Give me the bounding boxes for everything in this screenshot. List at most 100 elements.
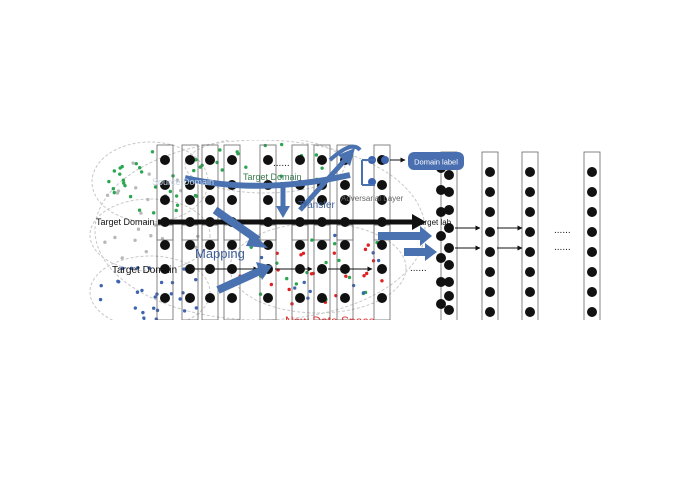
network-node-right bbox=[485, 167, 495, 177]
network-node bbox=[295, 240, 305, 250]
block-arrow-lower bbox=[404, 243, 437, 261]
network-node bbox=[377, 180, 387, 190]
network-node-right bbox=[587, 187, 597, 197]
scatter-point-green bbox=[279, 174, 283, 178]
scatter-point-blue bbox=[140, 288, 144, 293]
network-node-right bbox=[525, 187, 535, 197]
scatter-point-green bbox=[347, 275, 352, 280]
scatter-point-blue bbox=[169, 292, 174, 296]
scatter-point-blue bbox=[141, 310, 145, 315]
network-node bbox=[263, 293, 273, 303]
network-node bbox=[340, 293, 350, 303]
network-node bbox=[377, 240, 387, 250]
large-outer-ellipse bbox=[94, 140, 426, 320]
network-node-right bbox=[444, 187, 454, 197]
network-node-right bbox=[587, 287, 597, 297]
ellipsis-right: ...... bbox=[554, 225, 571, 236]
network-node bbox=[295, 155, 305, 165]
network-node bbox=[160, 264, 170, 274]
network-node-right bbox=[444, 170, 454, 180]
scatter-point-blue bbox=[182, 309, 187, 313]
network-node bbox=[377, 195, 387, 205]
network-node-right bbox=[587, 307, 597, 317]
scatter-point-red bbox=[366, 243, 370, 247]
scatter-point-gray bbox=[113, 235, 117, 240]
scatter-point-red bbox=[362, 274, 366, 278]
scatter-point-blue bbox=[293, 286, 297, 290]
scatter-point-red bbox=[301, 251, 306, 255]
scatter-point-blue bbox=[170, 280, 175, 285]
network-nodes bbox=[160, 155, 597, 317]
network-node-right bbox=[444, 260, 454, 270]
scatter-point-gray bbox=[131, 161, 135, 165]
network-node-right bbox=[436, 207, 446, 217]
network-node-right bbox=[587, 167, 597, 177]
scatter-point-gray bbox=[144, 249, 148, 254]
scatter-point-gray bbox=[133, 238, 137, 242]
scatter-point-red bbox=[364, 271, 369, 276]
scatter-point-green bbox=[220, 168, 224, 172]
scatter-point-gray bbox=[136, 227, 141, 231]
scatter-point-blue bbox=[194, 306, 199, 310]
scatter-point-gray bbox=[134, 186, 138, 190]
scatter-point-blue bbox=[154, 317, 159, 320]
network-node-right bbox=[444, 223, 454, 233]
scatter-point-green bbox=[244, 165, 248, 169]
scatter-point-green bbox=[174, 194, 179, 198]
target-label-text: Target lab bbox=[416, 218, 452, 227]
blue-arrow-curve bbox=[328, 144, 362, 162]
scatter-point-gray bbox=[139, 211, 143, 215]
adversarial-bracket bbox=[361, 159, 375, 186]
scatter-point-green bbox=[175, 203, 180, 207]
network-node-right bbox=[485, 227, 495, 237]
scatter-point-green bbox=[150, 150, 155, 154]
scatter-point-green bbox=[332, 242, 337, 246]
scatter-point-blue bbox=[116, 279, 120, 283]
scatter-point-gray bbox=[175, 178, 180, 182]
network-node-right bbox=[525, 207, 535, 217]
scatter-point-red bbox=[380, 279, 384, 283]
scatter-point-red bbox=[363, 247, 368, 252]
network-node bbox=[317, 195, 327, 205]
scatter-point-blue bbox=[333, 233, 337, 238]
scatter-point-blue bbox=[147, 266, 151, 270]
network-node bbox=[185, 240, 195, 250]
scatter-point-green bbox=[139, 170, 144, 174]
ellipsis-right-2: ...... bbox=[554, 242, 571, 253]
scatter-point-blue bbox=[259, 255, 264, 260]
network-node-right bbox=[525, 267, 535, 277]
network-node bbox=[340, 240, 350, 250]
network-node bbox=[227, 240, 237, 250]
scatter-point-green bbox=[137, 208, 142, 212]
scatter-point-blue bbox=[371, 251, 375, 255]
scatter-point-green bbox=[310, 238, 314, 242]
adversarial-node bbox=[381, 156, 389, 164]
network-column-right bbox=[583, 151, 601, 320]
scatter-point-green bbox=[294, 282, 299, 286]
scatter-point-green bbox=[218, 148, 222, 152]
scatter-point-green bbox=[192, 168, 196, 173]
scatter-point-green bbox=[138, 166, 142, 170]
network-node bbox=[160, 180, 170, 190]
scatter-point-red bbox=[269, 282, 274, 287]
scatter-point-blue bbox=[151, 306, 156, 310]
network-node-right bbox=[485, 307, 495, 317]
scatter-point-green bbox=[236, 152, 240, 156]
network-column-right bbox=[521, 151, 539, 320]
network-node bbox=[205, 293, 215, 303]
network-node-right bbox=[525, 307, 535, 317]
mapping-label: Mapping bbox=[195, 246, 245, 261]
network-node bbox=[185, 195, 195, 205]
network-node-right bbox=[436, 299, 446, 309]
scatter-point-green bbox=[174, 208, 178, 213]
scatter-point-green bbox=[120, 164, 124, 169]
scatter-point-red bbox=[287, 287, 291, 292]
scatter-point-green bbox=[314, 153, 319, 157]
block-arrow-upper bbox=[378, 226, 432, 246]
scatter-point-blue bbox=[178, 297, 182, 301]
target-domain-ellipse-bottom bbox=[89, 255, 211, 320]
scatter-point-gray bbox=[178, 188, 183, 193]
scatter-point-green bbox=[128, 194, 133, 199]
scatter-point-green bbox=[107, 179, 111, 184]
scatter-point-blue bbox=[302, 280, 306, 285]
